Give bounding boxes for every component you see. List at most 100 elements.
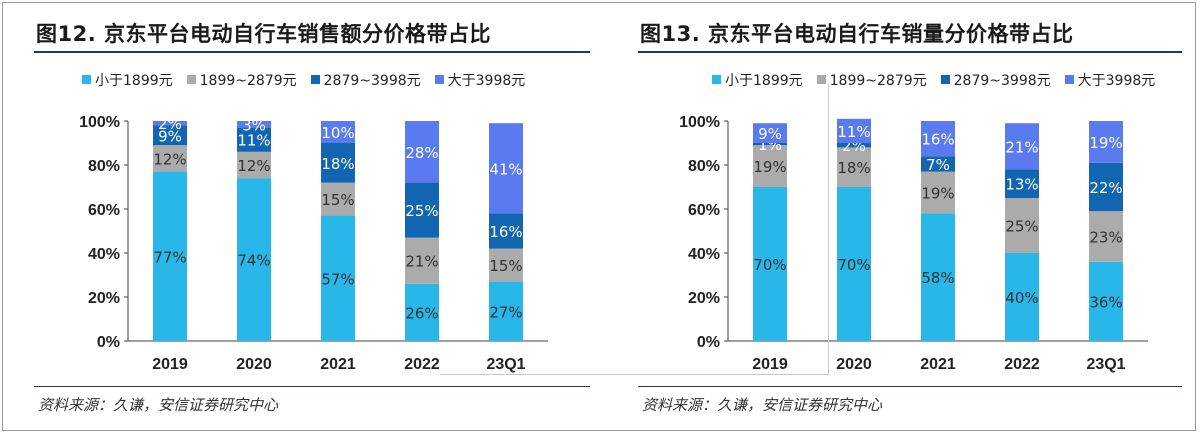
x-tick-label: 23Q1 [1086,356,1125,373]
data-label: 40% [1005,289,1038,307]
data-label: 10% [321,124,354,142]
legend-item: 大于3998元 [434,70,526,90]
legend-label: 小于1899元 [95,73,173,89]
bar-segment [153,145,187,172]
y-tick-label: 20% [688,290,720,307]
data-label: 12% [153,150,186,168]
data-label: 58% [921,269,954,287]
chart-1-plot: 0% 20% 40% 60% 80% 100% 77% 12% 9%2% 2019 74% 12% 11… [79,114,548,373]
data-label: 21% [405,253,438,271]
bar-segment [321,215,355,341]
bar-segment [321,182,355,216]
bar-segment [1089,261,1123,341]
legend-item: 1899~2879元 [186,70,297,90]
legend-swatch [1064,75,1074,84]
bar-segment [1089,211,1123,262]
bar-segment [237,178,271,341]
data-label: 12% [237,157,270,175]
legend-item: 2879~3998元 [940,70,1051,90]
bar-segment [837,143,871,148]
legend-swatch [712,75,721,84]
bar-segment [489,248,523,282]
chart-2-title: 图13. 京东平台电动自行车销量分价格带占比 [640,22,1074,46]
data-label: 19% [1089,134,1122,152]
data-label: 70% [837,256,870,274]
bar-segment [921,121,955,157]
legend-swatch [816,75,826,84]
legend-item: 小于1899元 [82,70,173,90]
y-tick-label: 0% [697,334,720,351]
chart-1-title-rule [34,51,590,53]
legend-label: 1899~2879元 [829,73,927,89]
chart-2-legend: 小于1899元 1899~2879元 2879~3998元 大于3998元 [712,70,1169,90]
chart-2-source: 资料来源：久谦，安信证券研究中心 [642,396,883,414]
legend-item: 1899~2879元 [816,70,927,90]
data-label: 16% [489,223,522,241]
x-tick-label: 2019 [152,356,188,373]
bar-segment [405,283,439,341]
data-label: 23% [1089,229,1122,247]
legend-item: 小于1899元 [712,70,803,90]
x-tick-label: 2022 [1004,356,1040,373]
chart-2-plot: 0%20%40%60%80%100%70%19%1%9%201970%18%2%… [679,114,1148,373]
bar-segment [1005,198,1039,253]
data-label: 18% [321,155,354,173]
bar-segment [837,147,871,187]
y-tick-label: 80% [88,158,120,175]
legend-label: 2879~3998元 [323,73,421,89]
legend-swatch [186,75,196,84]
data-label: 25% [1005,218,1038,236]
data-label: 18% [837,159,870,177]
bar-segment [489,281,523,341]
y-tick-label: 100% [679,114,720,131]
data-label: 19% [753,158,786,176]
y-tick-label: 100% [79,114,120,131]
data-label: 36% [1089,293,1122,311]
data-label: 57% [321,270,354,288]
bar-segment [321,143,355,183]
bar-segment [1005,169,1039,198]
y-tick-label: 40% [688,246,720,263]
data-label: 9% [758,125,782,143]
x-tick-label: 23Q1 [486,356,525,373]
legend-item: 大于3998元 [1064,70,1155,90]
legend-label: 小于1899元 [725,73,803,89]
bar-segment [921,171,955,214]
data-label: 25% [405,202,438,220]
y-tick-label: 60% [88,202,120,219]
data-label: 7% [926,156,950,174]
bar-segment [321,121,355,143]
bar-segment [753,143,787,146]
data-label: 3% [242,116,266,134]
bar-segment [237,151,271,179]
legend-swatch [82,75,91,84]
legend-label: 大于3998元 [447,73,526,89]
chart-2-title-rule [638,51,1182,53]
chart-1-title: 图12. 京东平台电动自行车销售额分价格带占比 [36,22,492,46]
legend-label: 2879~3998元 [953,73,1051,89]
connector-line-vertical [828,84,829,374]
y-tick-label: 20% [88,290,120,307]
x-tick-label: 2020 [836,356,872,373]
data-label: 70% [753,256,786,274]
bar-segment [753,145,787,187]
data-label: 11% [237,132,270,150]
data-label: 19% [921,185,954,203]
bar-segment [921,213,955,341]
connector-line-horizontal [440,374,829,375]
data-label: 27% [489,303,522,321]
x-tick-label: 2022 [404,356,440,373]
x-tick-label: 2021 [320,356,356,373]
legend-swatch [434,75,444,84]
chart-1-bottom-rule [34,386,590,387]
bar-segment [489,123,523,214]
data-label: 22% [1089,179,1122,197]
data-label: 15% [321,191,354,209]
data-label: 2% [158,115,182,133]
data-label: 9% [158,127,182,145]
data-label: 15% [489,257,522,275]
legend-label: 1899~2879元 [199,73,297,89]
data-label: 16% [921,131,954,149]
bar-segment [153,125,187,146]
